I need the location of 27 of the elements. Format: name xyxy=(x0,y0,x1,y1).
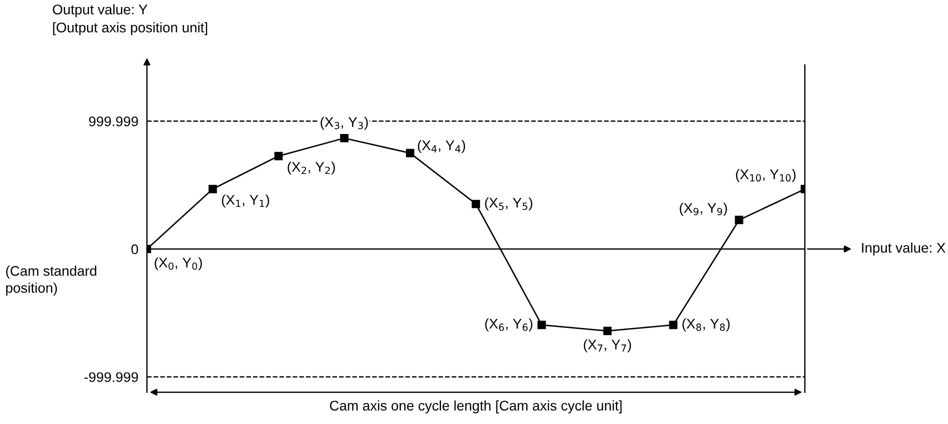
text: Cam axis one cycle length [Cam axis cycle unit] xyxy=(330,400,622,414)
data-label: (X$_{5}$, Y$_{5}$) xyxy=(485,197,532,210)
point xyxy=(406,148,414,158)
point xyxy=(538,320,546,330)
data-label: (X$_{8}$, Y$_{8}$) xyxy=(682,318,730,332)
point xyxy=(274,152,283,160)
point xyxy=(340,134,348,142)
point xyxy=(208,184,217,194)
y-tick-label: -999.999 xyxy=(84,372,138,382)
data-label: (X$_{1}$, Y$_{1}$) xyxy=(222,194,270,208)
point xyxy=(734,216,744,224)
data-label: (X$_{7}$, Y$_{7}$) xyxy=(584,339,631,352)
point xyxy=(669,320,678,330)
point xyxy=(603,326,612,336)
data-label: (X$_{9}$, Y$_{9}$) xyxy=(680,202,727,216)
y-axis-title: Output value: Y [Output axis position unit] xyxy=(52,4,208,36)
x-axis-title: Input value: X xyxy=(862,242,946,256)
data-label: (X$_{3}$, Y$_{3}$) xyxy=(320,116,368,130)
y-tick-label: 0 xyxy=(131,244,138,254)
point xyxy=(472,200,480,208)
y-tick-label: 999.999 xyxy=(89,116,138,126)
data-label: (X$_{6}$, Y$_{6}$) xyxy=(485,318,532,332)
data-label: (X$_{4}$, Y$_{4}$) xyxy=(418,140,466,153)
text: (Cam standard position) xyxy=(6,266,96,296)
data-label: (X$_{2}$, Y$_{2}$) xyxy=(288,162,335,175)
data-label: (X$_{10}$, Y$_{10}$) xyxy=(736,169,796,182)
data-label: (X$_{0}$, Y$_{0}$) xyxy=(154,257,202,270)
